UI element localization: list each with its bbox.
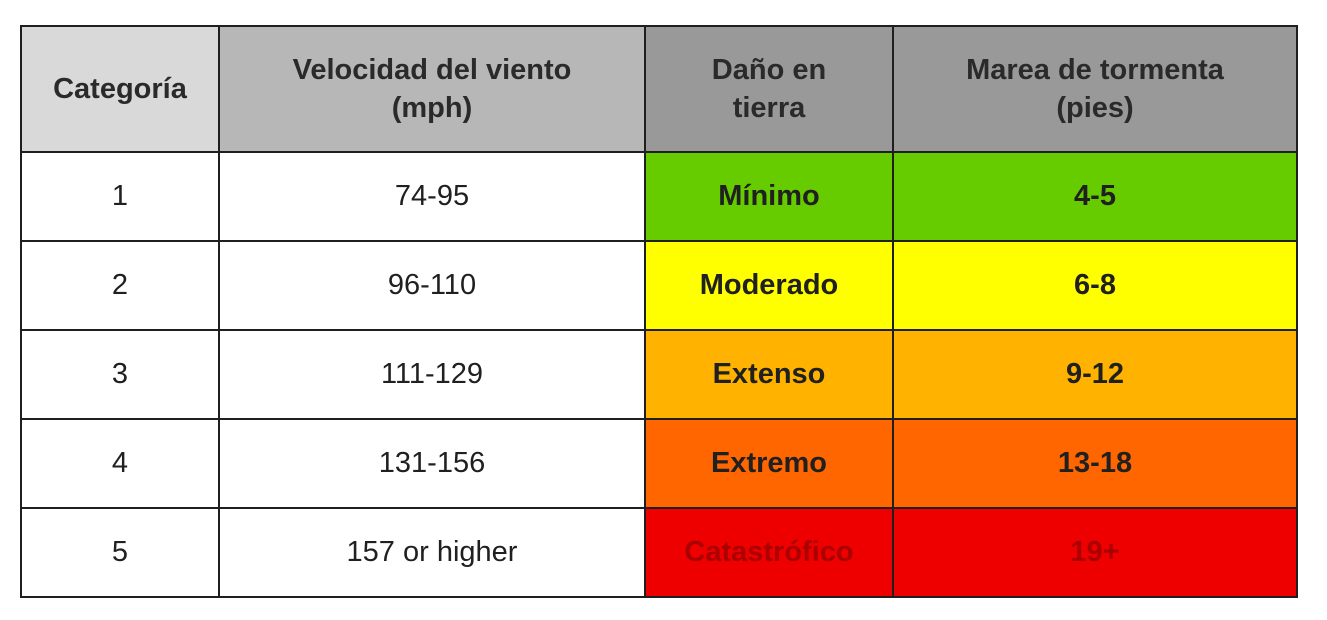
- surge-cell: 4-5: [892, 151, 1298, 242]
- hurricane-category-table-container: Categoría Velocidad del viento (mph) Dañ…: [20, 25, 1298, 598]
- wind-speed-cell: 96-110: [218, 240, 646, 331]
- wind-speed-cell: 111-129: [218, 329, 646, 420]
- header-storm-surge: Marea de tormenta (pies): [892, 25, 1298, 153]
- surge-cell: 19+: [892, 507, 1298, 598]
- table-row: 2 96-110 Moderado 6-8: [20, 240, 1298, 331]
- header-category-line: Categoría: [53, 73, 187, 105]
- damage-cell: Mínimo: [644, 151, 894, 242]
- surge-cell: 9-12: [892, 329, 1298, 420]
- category-cell: 5: [20, 507, 220, 598]
- surge-cell: 13-18: [892, 418, 1298, 509]
- category-cell: 3: [20, 329, 220, 420]
- header-land-damage-line-2: tierra: [732, 92, 806, 124]
- category-cell: 1: [20, 151, 220, 242]
- damage-cell: Catastrófico: [644, 507, 894, 598]
- header-wind-speed-line-1: Velocidad del viento: [292, 54, 572, 86]
- table-header-row: Categoría Velocidad del viento (mph) Dañ…: [20, 25, 1298, 153]
- surge-cell: 6-8: [892, 240, 1298, 331]
- damage-cell: Moderado: [644, 240, 894, 331]
- wind-speed-cell: 131-156: [218, 418, 646, 509]
- wind-speed-cell: 157 or higher: [218, 507, 646, 598]
- header-storm-surge-line-1: Marea de tormenta: [966, 54, 1224, 86]
- wind-speed-cell: 74-95: [218, 151, 646, 242]
- table-row: 4 131-156 Extremo 13-18: [20, 418, 1298, 509]
- damage-cell: Extremo: [644, 418, 894, 509]
- table-row: 1 74-95 Mínimo 4-5: [20, 151, 1298, 242]
- header-category: Categoría: [20, 25, 220, 153]
- table-row: 5 157 or higher Catastrófico 19+: [20, 507, 1298, 598]
- header-land-damage-line-1: Daño en: [711, 54, 827, 86]
- header-land-damage: Daño en tierra: [644, 25, 894, 153]
- category-cell: 2: [20, 240, 220, 331]
- table-row: 3 111-129 Extenso 9-12: [20, 329, 1298, 420]
- hurricane-category-table: Categoría Velocidad del viento (mph) Dañ…: [20, 25, 1298, 598]
- header-wind-speed: Velocidad del viento (mph): [218, 25, 646, 153]
- category-cell: 4: [20, 418, 220, 509]
- header-storm-surge-line-2: (pies): [1056, 92, 1134, 124]
- header-wind-speed-line-2: (mph): [391, 92, 473, 124]
- damage-cell: Extenso: [644, 329, 894, 420]
